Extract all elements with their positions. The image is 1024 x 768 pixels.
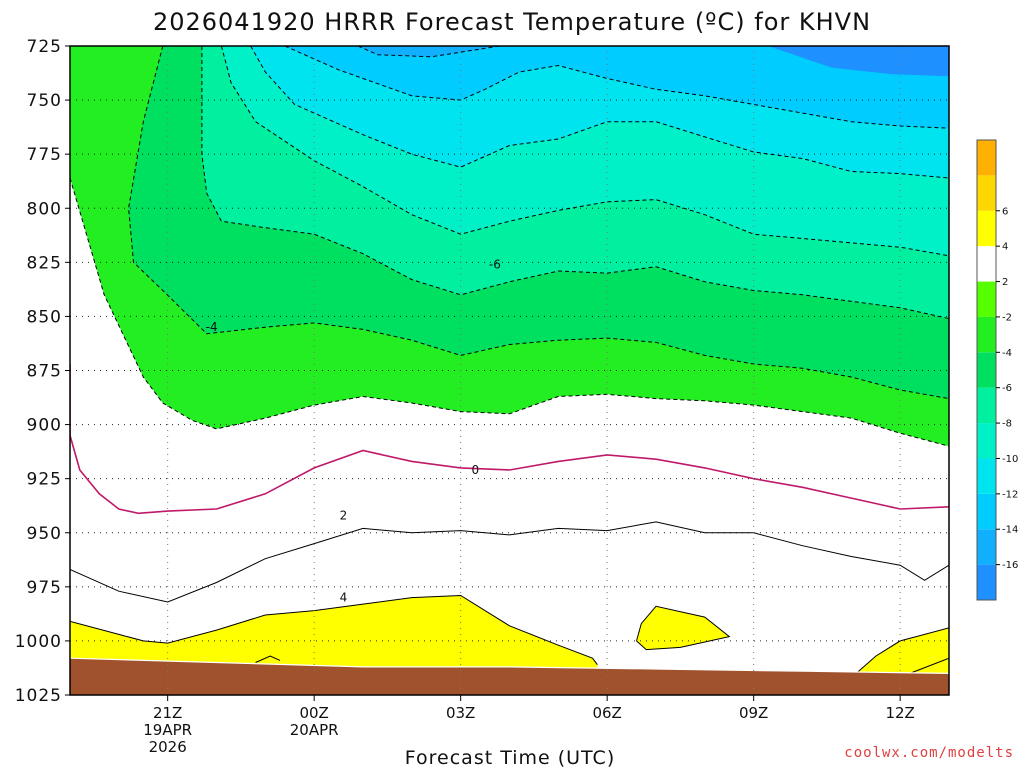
chart-title: 2026041920 HRRR Forecast Temperature (ºC… [153, 8, 871, 36]
y-tick-label-975: 975 [27, 578, 62, 598]
y-tick-label-750: 750 [27, 91, 62, 111]
y-tick-label-1025: 1025 [15, 686, 62, 706]
colorbar-swatch--18 [977, 564, 996, 600]
contour-label--6: -6 [489, 257, 501, 271]
y-tick-label-950: 950 [27, 524, 62, 544]
contour-line-4 [70, 594, 598, 666]
contour-line--4 [128, 46, 949, 400]
ground-surface [70, 658, 949, 695]
surface-ground [70, 657, 949, 695]
x-tick-label-4-0: 00Z [299, 704, 328, 722]
surface-edge [70, 657, 949, 674]
x-tick-label-13-0: 09Z [739, 704, 768, 722]
x-tick-label-1-2: 2026 [149, 738, 187, 756]
contour-line--12 [284, 46, 949, 129]
colorbar-swatch--8 [977, 387, 996, 424]
contour-line--6 [201, 46, 949, 320]
contour-label-0: 0 [471, 463, 479, 477]
contour-label-2: 2 [340, 508, 348, 522]
contour-line-4 [255, 655, 281, 663]
contour-line-2 [70, 521, 949, 603]
x-tick-label-10-0: 06Z [592, 704, 621, 722]
colorbar-swatch--14 [977, 493, 996, 530]
fill-band--12 [284, 46, 949, 129]
fill-band--14 [358, 46, 500, 57]
colorbar-label--12: -12 [1002, 489, 1018, 500]
colorbar-label-2: 2 [1002, 277, 1008, 288]
y-tick-label-900: 900 [27, 416, 62, 436]
contour-line-4 [636, 605, 731, 651]
plot-area: -6 -4 0 2 4 [70, 46, 949, 695]
colorbar-label--8: -8 [1002, 419, 1012, 430]
colorbar-swatch--16 [977, 529, 996, 565]
credit-text: coolwx.com/modelts [844, 745, 1014, 761]
x-tick-label-16-0: 12Z [885, 704, 914, 722]
y-tick-label-725: 725 [27, 37, 62, 57]
colorbar-label--2: -2 [1002, 312, 1012, 323]
colorbar-swatch-6 [977, 175, 996, 211]
colorbar-swatch--10 [977, 423, 996, 459]
y-tick-label-875: 875 [27, 362, 62, 382]
colorbar-label--4: -4 [1002, 348, 1012, 359]
contour-label-4: 4 [340, 591, 348, 605]
colorbar-swatch--6 [977, 352, 996, 388]
colorbar-label-6: 6 [1002, 206, 1008, 217]
colorbar-label--16: -16 [1002, 560, 1018, 571]
y-tick-label-925: 925 [27, 470, 62, 490]
colorbar-swatch-2 [977, 246, 996, 282]
fill-band-coldest [768, 46, 949, 77]
contour-line-4 [909, 657, 949, 674]
fill-band-4-blob [636, 606, 730, 650]
colorbar-swatch--12 [977, 458, 996, 494]
colorbar-label-4: 4 [1002, 242, 1008, 253]
y-tick-label-775: 775 [27, 145, 62, 165]
contour-line--8 [220, 46, 949, 257]
y-axis: 725 750 775 800 825 850 875 900 925 950 975 1000 102… [15, 37, 70, 706]
contour-label--4: -4 [206, 320, 218, 334]
y-tick-label-825: 825 [27, 253, 62, 273]
colorbar-swatch--2 [977, 281, 996, 317]
colorbar-legend: -16 -14 -12 -10 -8 -6 -4 -2 2 4 6 [976, 139, 1018, 601]
x-axis-title: Forecast Time (UTC) [405, 747, 615, 768]
colorbar-swatch-4 [977, 210, 996, 247]
x-tick-label-4-1: 20APR [290, 721, 339, 739]
contour-labels: -6 -4 0 2 4 [206, 257, 501, 604]
colorbar-label--14: -14 [1002, 525, 1018, 536]
gridlines [70, 46, 949, 695]
x-tick-label-1-0: 21Z [153, 704, 182, 722]
contour-line--14 [357, 46, 500, 58]
contour-line-4 [855, 627, 949, 674]
colorbar-swatch-8 [977, 140, 996, 176]
contour-line-0 [70, 364, 949, 515]
colorbar-label--10: -10 [1002, 454, 1018, 465]
x-tick-label-7-0: 03Z [446, 704, 475, 722]
y-tick-label-800: 800 [27, 199, 62, 219]
colorbar-swatch--4 [977, 316, 996, 353]
contour-line--2 [70, 177, 949, 447]
colorbar-frame [976, 139, 997, 601]
contour-lines [70, 46, 949, 674]
x-tick-label-1-1: 19APR [143, 721, 192, 739]
y-tick-label-850: 850 [27, 307, 62, 327]
y-tick-label-1000: 1000 [15, 632, 62, 652]
colorbar-label--6: -6 [1002, 383, 1012, 394]
contour-line--10 [250, 46, 949, 179]
